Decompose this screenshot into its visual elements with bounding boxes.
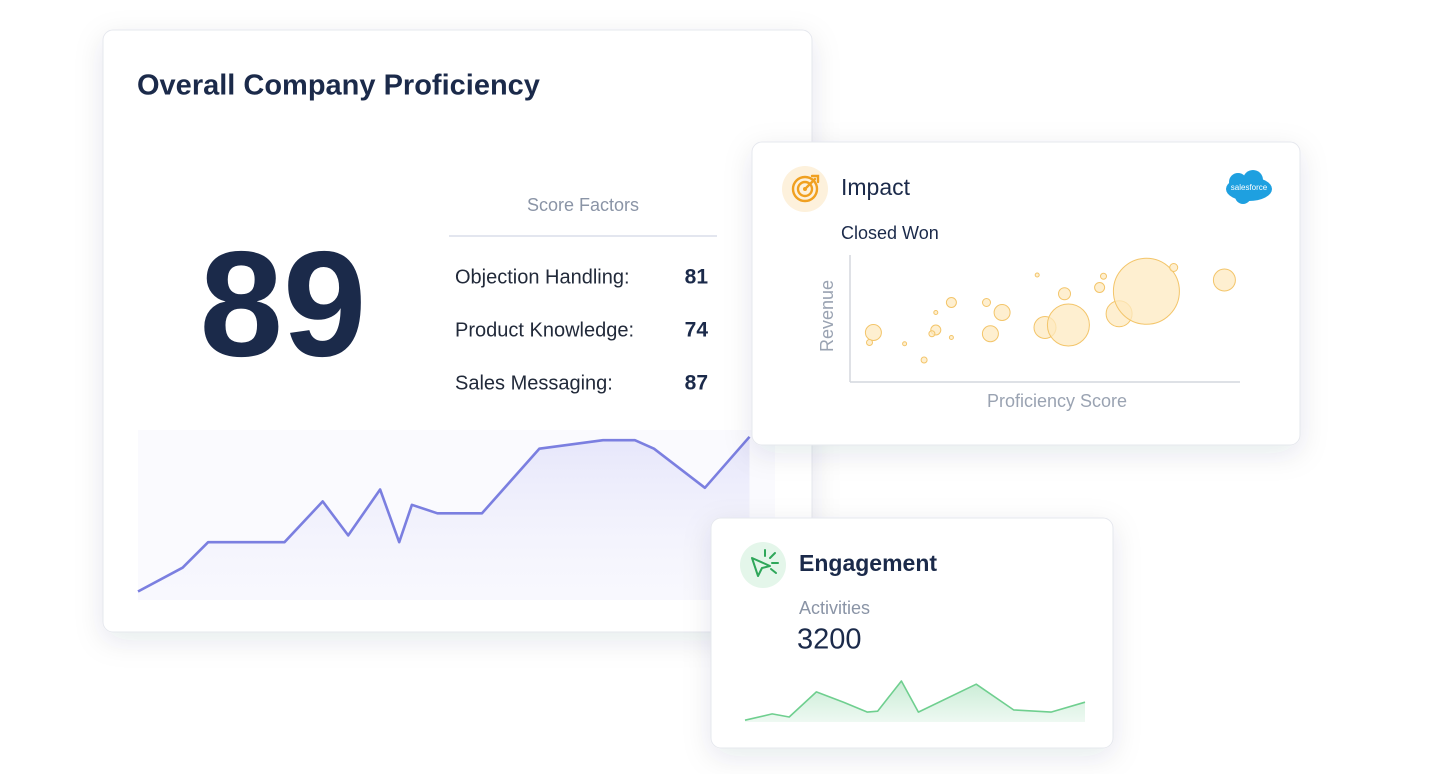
bubble — [981, 325, 999, 343]
engagement-icon — [740, 542, 786, 588]
bubble — [982, 298, 991, 307]
factors: Objection Handling: 81 Product Knowledge: 7… — [455, 266, 708, 395]
activity-chart — [744, 680, 1086, 722]
factor-value: 87 — [685, 372, 708, 395]
bubble — [1112, 257, 1180, 325]
bubble — [1046, 303, 1090, 347]
y-axis-label: Revenue — [817, 280, 837, 352]
score: 89 — [200, 220, 367, 388]
metric-value: 3200 — [797, 624, 862, 656]
bubble — [902, 341, 908, 347]
subtitle: Closed Won — [841, 223, 939, 243]
bubble — [945, 297, 957, 308]
bubble — [866, 339, 873, 346]
scatter-chart: Revenue Proficiency Score — [817, 255, 1240, 411]
bubble — [1034, 272, 1040, 278]
trend-area — [138, 436, 750, 600]
trend-line — [137, 435, 751, 593]
proficiency-card: Overall Company Proficiency 89 Score Fac… — [102, 29, 813, 633]
impact-card: Impact salesforce Closed Won Revenue Prof… — [751, 141, 1301, 446]
impact-icon — [782, 166, 828, 212]
card-title: Overall Company Proficiency — [137, 70, 540, 102]
trend-chart — [137, 430, 775, 600]
x-axis-label: Proficiency Score — [987, 391, 1127, 411]
factor-label: Sales Messaging: — [455, 372, 613, 394]
trend-line — [744, 680, 1086, 721]
card-bg — [751, 141, 1301, 446]
metric-label: Activities — [799, 598, 870, 618]
card-bg — [710, 517, 1114, 749]
card-title: Impact — [841, 174, 911, 200]
bubble — [1058, 287, 1071, 301]
factors-title: Score Factors — [527, 195, 639, 215]
bubble — [1212, 268, 1236, 292]
bubble — [1169, 263, 1179, 272]
card-title: Engagement — [799, 550, 937, 576]
factor-label: Objection Handling: — [455, 266, 630, 288]
logo-text: salesforce — [1231, 183, 1268, 192]
bubble — [920, 356, 928, 364]
factor-value: 81 — [685, 266, 709, 289]
trend-area — [745, 681, 1085, 722]
factor-value: 74 — [685, 319, 709, 342]
salesforce-logo: salesforce — [1226, 170, 1272, 204]
bubble — [1100, 272, 1107, 280]
bubble — [933, 310, 939, 315]
bubble — [928, 330, 936, 338]
bubble — [1094, 282, 1106, 293]
bubble — [993, 304, 1011, 321]
bubble — [948, 335, 954, 340]
factor-label: Product Knowledge: — [455, 319, 634, 341]
bubble — [864, 324, 882, 341]
engagement-card: Engagement Activities 3200 — [710, 517, 1114, 749]
